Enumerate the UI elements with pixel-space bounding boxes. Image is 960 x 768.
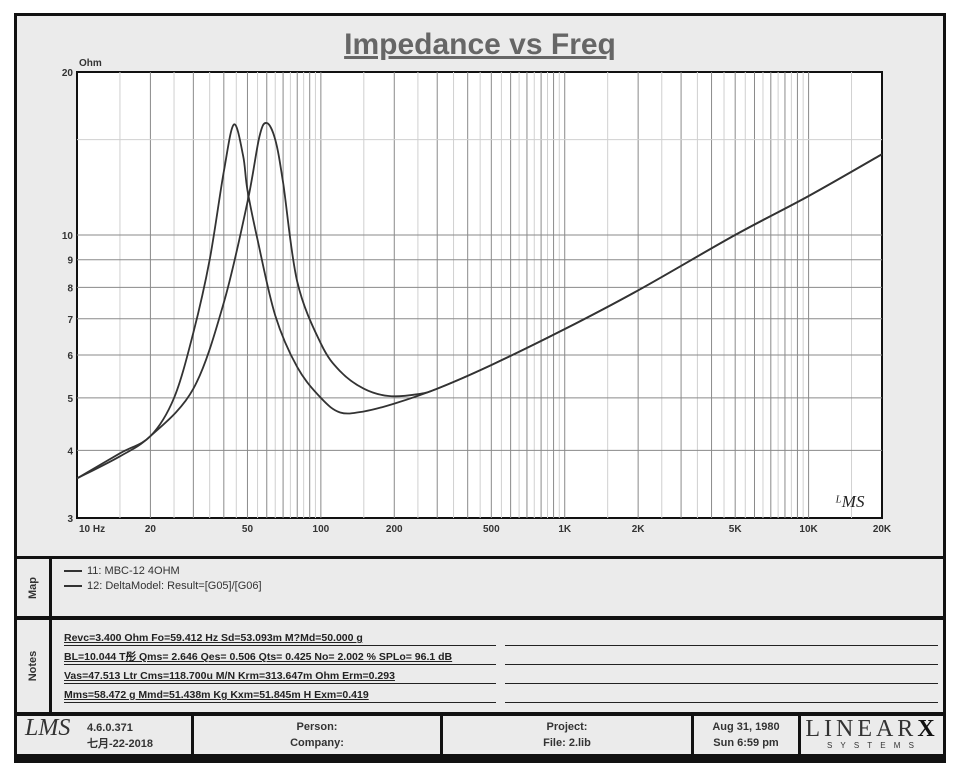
footer: LMS 4.6.0.371 七月-22-2018 Person: Company… xyxy=(17,716,943,760)
note-line: Vas=47.513 Ltr Cms=118.700u M/N Krm=313.… xyxy=(64,670,496,684)
person-label: Person: xyxy=(296,721,338,733)
date: Aug 31, 1980 xyxy=(712,721,780,733)
note-blank-line xyxy=(505,670,938,684)
y-tick-label: 3 xyxy=(67,514,73,525)
report-frame: 10 Hz 20 50 100 200 500 1K 2K 5K 10K 20K 3 4 5 6 7 8 9 10 2… xyxy=(14,13,946,763)
grid xyxy=(77,72,882,518)
x-tick-label: 1K xyxy=(558,524,572,535)
y-tick-label: 6 xyxy=(67,351,73,362)
legend-item: 12: DeltaModel: Result=[G05]/[G06] xyxy=(64,580,262,592)
time: Sun 6:59 pm xyxy=(713,737,779,749)
linearx-logo: LINEARX S Y S T E M S xyxy=(801,716,943,754)
legend-line xyxy=(64,570,82,572)
map-legend: 11: MBC-12 4OHM 12: DeltaModel: Result=[… xyxy=(52,559,943,616)
y-tick-label: 8 xyxy=(67,283,73,294)
map-section-label: Map xyxy=(17,559,49,616)
lms-logo: LMS xyxy=(25,715,71,741)
x-tick-label: 20K xyxy=(873,524,892,535)
legend-label: 12: DeltaModel: Result=[G05]/[G06] xyxy=(87,580,262,592)
x-tick-label: 10K xyxy=(799,524,818,535)
notes-section-label: Notes xyxy=(17,620,49,712)
x-tick-label: 200 xyxy=(386,524,403,535)
version: 4.6.0.371 xyxy=(87,722,133,734)
y-tick-label: 4 xyxy=(67,446,73,457)
brand-subtitle: S Y S T E M S xyxy=(827,741,917,750)
x-tick-label: 500 xyxy=(483,524,500,535)
x-tick-label: 50 xyxy=(242,524,254,535)
chart-panel: 10 Hz 20 50 100 200 500 1K 2K 5K 10K 20K 3 4 5 6 7 8 9 10 2… xyxy=(17,16,943,556)
project-label: Project: xyxy=(546,721,588,733)
y-tick-label: 5 xyxy=(67,394,73,405)
plot-area xyxy=(76,71,883,519)
build-date: 七月-22-2018 xyxy=(87,738,154,750)
x-tick-label: 2K xyxy=(632,524,646,535)
file-label: File: 2.lib xyxy=(543,737,591,749)
legend-line xyxy=(64,585,82,587)
x-tick-label: 100 xyxy=(313,524,330,535)
tick-labels: 10 Hz 20 50 100 200 500 1K 2K 5K 10K 20K 3 4 5 6 7 8 9 10 2… xyxy=(62,68,892,535)
brand-x: X xyxy=(917,716,939,742)
legend-item: 11: MBC-12 4OHM xyxy=(64,565,180,577)
footer-date-cell: Aug 31, 1980 Sun 6:59 pm xyxy=(694,716,798,754)
note-line: Revc=3.400 Ohm Fo=59.412 Hz Sd=53.093m M… xyxy=(64,632,496,646)
y-tick-label: 10 xyxy=(62,231,74,242)
note-blank-line xyxy=(505,651,938,665)
chart-title: Impedance vs Freq xyxy=(344,28,616,61)
legend-label: 11: MBC-12 4OHM xyxy=(87,565,180,577)
x-tick-label: 20 xyxy=(145,524,157,535)
map-label: Map xyxy=(27,576,39,599)
x-tick-label: 10 Hz xyxy=(79,524,105,535)
footer-project-cell: Project: File: 2.lib xyxy=(443,716,691,754)
note-blank-line xyxy=(505,689,938,703)
impedance-chart: 10 Hz 20 50 100 200 500 1K 2K 5K 10K 20K 3 4 5 6 7 8 9 10 2… xyxy=(62,58,892,535)
notes-panel: Revc=3.400 Ohm Fo=59.412 Hz Sd=53.093m M… xyxy=(52,620,943,712)
company-label: Company: xyxy=(290,737,344,749)
lms-watermark: ᴸMS xyxy=(835,492,865,511)
footer-version-cell: LMS 4.6.0.371 七月-22-2018 xyxy=(17,716,191,754)
curves xyxy=(76,121,883,480)
note-line: Mms=58.472 g Mmd=51.438m Kg Kxm=51.845m … xyxy=(64,689,496,703)
impedance-curve-2 xyxy=(76,121,883,480)
y-tick-label: 9 xyxy=(67,256,73,267)
note-blank-line xyxy=(505,632,938,646)
y-axis-label: Ohm xyxy=(79,58,102,69)
x-tick-label: 5K xyxy=(729,524,743,535)
y-tick-label: 7 xyxy=(67,315,73,326)
brand-text: LINEAR xyxy=(805,716,918,742)
y-tick-label: 20 xyxy=(62,68,74,79)
notes-label: Notes xyxy=(27,650,39,682)
note-line: BL=10.044 T彤 Qms= 2.646 Qes= 0.506 Qts= … xyxy=(64,651,496,665)
footer-person-cell: Person: Company: xyxy=(194,716,440,754)
